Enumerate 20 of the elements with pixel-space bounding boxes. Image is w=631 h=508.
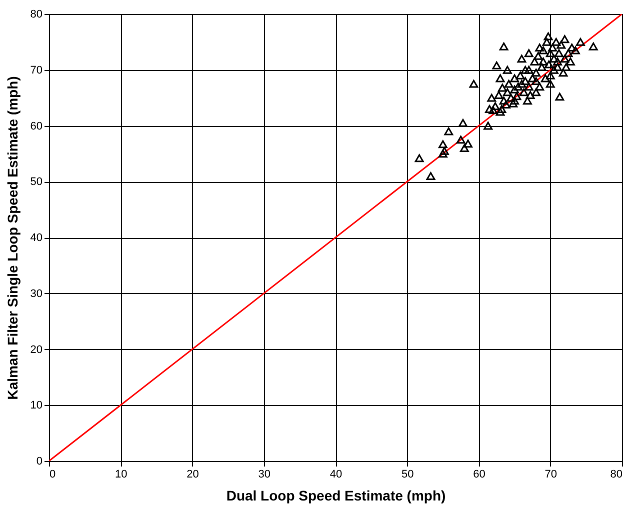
x-tick-label: 80 bbox=[610, 468, 622, 480]
x-axis-title: Dual Loop Speed Estimate (mph) bbox=[226, 488, 446, 504]
x-tick-label: 30 bbox=[258, 468, 270, 480]
x-tick-label: 0 bbox=[50, 468, 56, 480]
x-tick-label: 10 bbox=[115, 468, 128, 480]
y-tick-label: 40 bbox=[30, 232, 42, 244]
y-tick-label: 20 bbox=[30, 344, 42, 356]
y-tick-label: 50 bbox=[30, 176, 42, 188]
y-tick-label: 0 bbox=[36, 456, 42, 468]
y-tick-label: 80 bbox=[30, 8, 42, 20]
y-axis-title: Kalman Filter Single Loop Speed Estimate (mph) bbox=[4, 76, 20, 400]
y-tick-label: 10 bbox=[30, 400, 42, 412]
x-tick-label: 50 bbox=[402, 468, 414, 480]
y-tick-label: 60 bbox=[30, 120, 42, 132]
x-tick-label: 20 bbox=[186, 468, 199, 480]
x-tick-label: 70 bbox=[544, 468, 557, 480]
y-tick-label: 30 bbox=[30, 288, 42, 300]
x-tick-label: 40 bbox=[330, 468, 342, 480]
y-tick-label: 70 bbox=[30, 64, 42, 76]
x-tick-label: 60 bbox=[473, 468, 486, 480]
